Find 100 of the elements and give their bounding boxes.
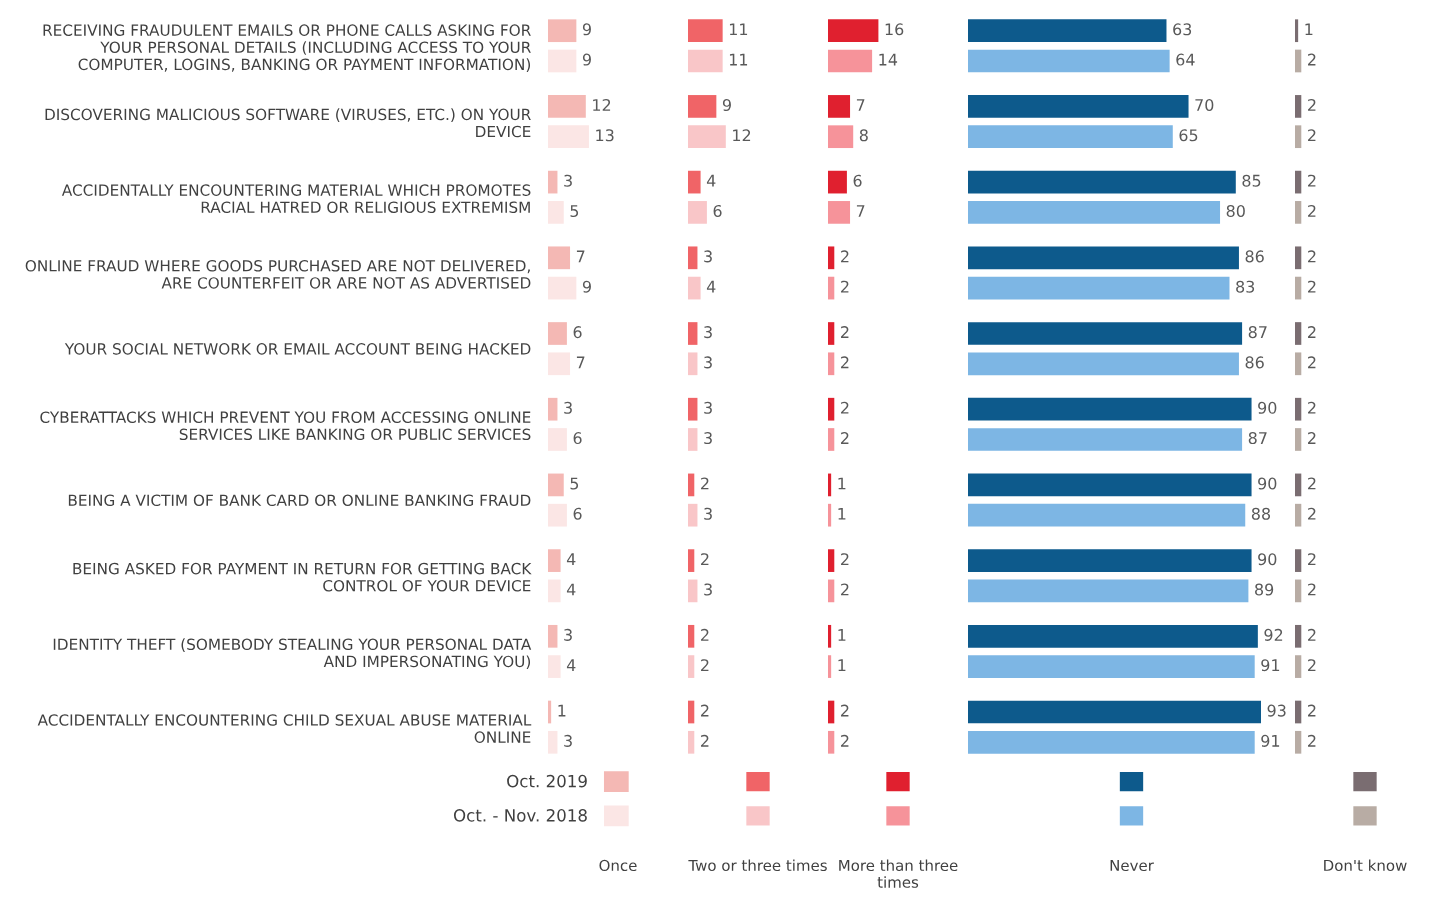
data-label: 2 [1308, 356, 1316, 369]
data-label: 7 [576, 250, 585, 263]
data-label: 90 [1258, 553, 1277, 566]
data-label: 90 [1258, 477, 1277, 490]
data-label: 2 [1308, 432, 1316, 444]
data-label: 12 [733, 129, 751, 142]
data-label: 3 [564, 734, 572, 747]
y-tick-label: YOUR SOCIAL NETWORK OR EMAIL ACCOUNT BEING HACKED [64, 343, 531, 355]
data-label: 2 [1308, 507, 1316, 520]
data-label: 2 [1308, 53, 1316, 66]
data-label: 3 [564, 401, 572, 414]
data-label: 2 [841, 704, 849, 717]
bar [688, 503, 698, 527]
bar [548, 201, 564, 224]
data-label: 14 [879, 53, 898, 66]
data-label: 1 [558, 704, 566, 717]
data-label: 9 [582, 23, 591, 36]
bar [548, 352, 571, 376]
data-label: 7 [856, 99, 865, 111]
bar [968, 49, 1170, 73]
y-tick-label: ACCIDENTALLY ENCOUNTERING MATERIAL WHICH PROMOTES RACIAL HATRED OR RELIGIOUS EXTREMISM [61, 184, 531, 213]
data-label: 2 [701, 704, 709, 717]
data-label: 2 [1308, 659, 1316, 671]
bar [828, 201, 851, 224]
bar [828, 322, 835, 345]
data-label: 7 [576, 356, 585, 369]
data-label: 3 [564, 628, 572, 641]
bar [548, 276, 577, 300]
data-label: 7 [856, 205, 865, 217]
bar [828, 95, 851, 118]
bar [968, 397, 1252, 421]
y-tick-label: ONLINE FRAUD WHERE GOODS PURCHASED ARE NOT DELIVERED, ARE COUNTERFEIT OR ARE NOT AS ADVERTISED [25, 260, 531, 289]
data-label: 1 [838, 477, 846, 490]
data-label: 2 [1308, 129, 1316, 142]
data-label: 9 [582, 53, 591, 66]
data-label: 4 [566, 553, 576, 566]
data-label: 2 [1308, 174, 1316, 187]
data-label: 2 [1308, 280, 1316, 293]
data-label: 3 [564, 174, 572, 187]
bar [548, 730, 558, 754]
bar [688, 19, 723, 43]
y-tick-label: DISCOVERING MALICIOUS SOFTWARE (VIRUSES, ETC.) ON YOUR DEVICE [45, 108, 531, 138]
data-label: 2 [1308, 98, 1316, 111]
data-label: 2 [1308, 553, 1316, 566]
bar [548, 655, 561, 678]
bar [688, 428, 698, 451]
data-label: 2 [701, 477, 709, 490]
data-label: 2 [841, 326, 849, 338]
data-label: 5 [570, 477, 579, 490]
bar [688, 655, 695, 678]
data-label: 2 [701, 553, 709, 566]
bar [688, 170, 701, 194]
data-label: 1 [838, 659, 846, 671]
y-tick-label: IDENTITY THEFT (SOMEBODY STEALING YOUR PERSONAL DATA AND IMPERSONATING YOU) [53, 638, 532, 669]
bar [828, 49, 873, 73]
data-label: 6 [573, 326, 582, 339]
bar [968, 624, 1258, 648]
data-label: 86 [1245, 356, 1264, 369]
data-label: 2 [1308, 250, 1316, 263]
bar [548, 49, 577, 73]
bar [828, 700, 835, 724]
data-label: 16 [885, 23, 904, 36]
data-label: 2 [841, 280, 849, 293]
x-axis-title: Don't know [1324, 859, 1407, 872]
bar [688, 730, 695, 754]
bar [548, 125, 589, 149]
data-label: 8 [859, 129, 868, 142]
bar [828, 428, 835, 451]
data-label: 4 [706, 280, 716, 293]
bar [688, 473, 695, 497]
data-label: 2 [841, 734, 849, 747]
bar [688, 95, 717, 118]
data-label: 2 [1308, 204, 1316, 217]
data-label: 3 [704, 583, 712, 596]
bar [828, 276, 835, 300]
data-label: 6 [713, 204, 722, 218]
bar [968, 730, 1255, 754]
bar [688, 624, 695, 648]
data-label: 87 [1248, 326, 1267, 339]
data-label: 87 [1248, 432, 1267, 445]
bar [548, 503, 567, 527]
bar [968, 95, 1189, 118]
bar [828, 246, 835, 270]
bar [688, 397, 698, 421]
bar [548, 473, 564, 497]
bar [688, 201, 707, 224]
data-label: 5 [570, 205, 579, 218]
data-label: 92 [1264, 628, 1283, 641]
bar [688, 276, 701, 300]
bar [688, 322, 698, 345]
data-label: 2 [701, 734, 709, 747]
data-label: 2 [841, 356, 849, 369]
bar [828, 549, 835, 572]
y-tick-label: BEING A VICTIM OF BANK CARD OR ONLINE BANKING FRAUD [68, 494, 531, 507]
bar [828, 19, 879, 43]
y-tick-label: CYBERATTACKS WHICH PREVENT YOU FROM ACCESSING ONLINE SERVICES LIKE BANKING OR PUBLIC SERVICES [40, 411, 531, 441]
bar [688, 246, 698, 270]
bar [548, 397, 558, 421]
bar [548, 246, 571, 270]
data-label: 90 [1258, 401, 1277, 414]
